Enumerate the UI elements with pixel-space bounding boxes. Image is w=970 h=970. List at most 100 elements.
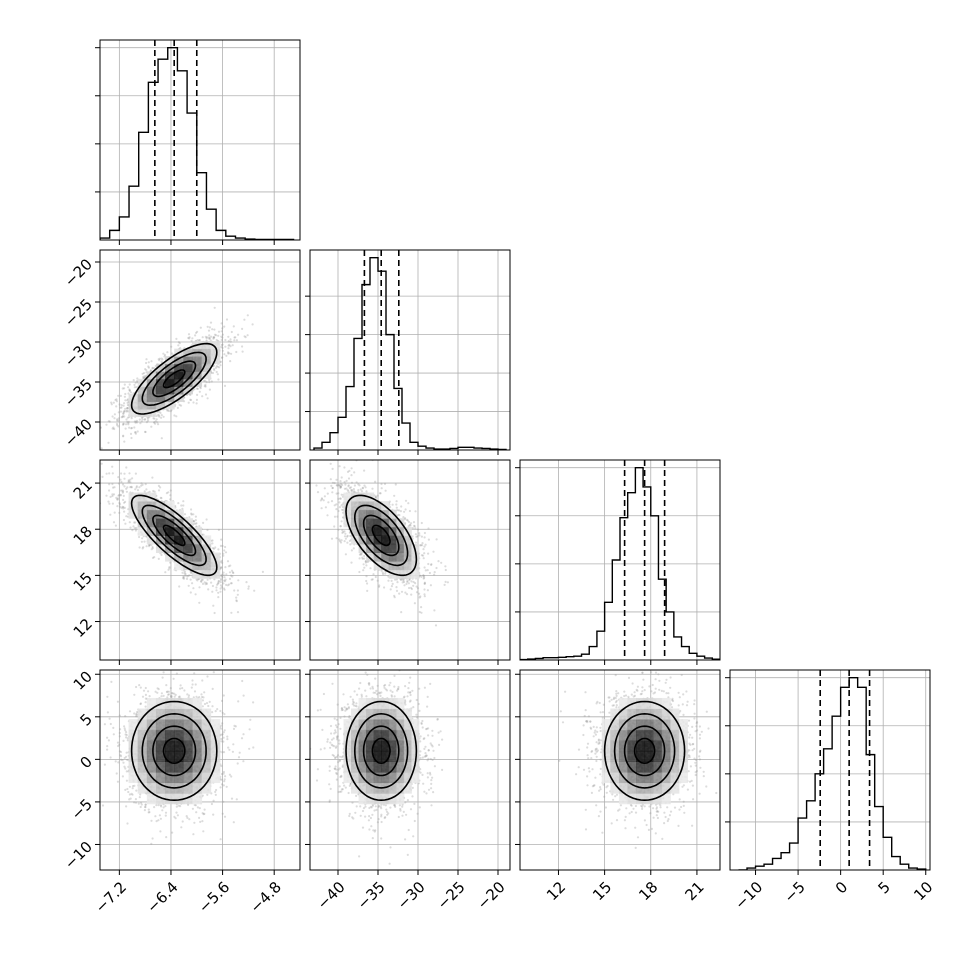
sample-point [225,583,228,587]
sample-point [233,336,236,339]
sample-point [200,578,203,582]
density-cell [137,526,148,536]
sample-point [187,584,190,587]
sample-point [145,421,148,424]
sample-point [206,325,209,328]
sample-point [189,578,192,581]
density-cell [201,561,212,571]
sample-point [130,427,133,430]
sample-point [128,472,131,475]
sample-point [227,565,230,568]
sample-point [220,335,223,338]
sample-point [129,391,133,394]
sample-point [247,585,250,588]
sample-point [201,582,205,586]
sample-point [247,587,250,590]
sample-point [204,385,207,388]
sample-point [208,337,211,340]
sample-point [224,580,227,583]
sample-point [231,571,234,574]
sample-point [216,582,219,585]
sample-point [190,512,193,515]
sample-point [169,489,172,492]
sample-point [205,337,208,340]
sample-point [122,410,125,413]
density-cell [137,408,148,418]
sample-point [142,376,145,380]
panel-0-0 [95,39,301,245]
sample-point [423,536,426,539]
sample-point [136,421,139,424]
sample-point [191,337,194,340]
sample-point [383,586,386,589]
panel-frame [309,249,511,451]
sample-point [224,578,227,581]
density-cell [183,348,193,357]
sample-point [188,336,191,339]
sample-point [215,365,218,368]
sample-point [235,350,238,354]
sample-point [133,383,136,386]
sample-point [160,497,163,500]
sample-point [395,506,398,509]
sample-point [135,526,138,530]
density-cell [155,378,166,387]
sample-point [131,529,134,532]
sample-point [195,402,198,405]
sample-point [211,539,214,542]
sample-point [105,472,108,475]
sample-point [169,498,172,501]
sample-point [237,579,240,582]
sample-point [191,582,194,585]
sample-point [127,422,130,425]
sample-point [141,418,144,421]
sample-point [119,505,122,508]
sample-point [228,352,231,355]
sample-point [153,417,156,420]
density-cell [146,518,157,528]
sample-point [111,427,114,430]
sample-point [222,571,225,574]
sample-point [110,403,113,406]
sample-point [113,511,116,514]
sample-point [134,431,137,434]
sample-point [230,611,233,614]
sample-point [183,572,186,575]
density-cell [165,386,175,395]
sample-point [225,573,228,576]
sample-point [147,361,150,364]
sample-point [180,504,183,507]
sample-point [132,379,135,382]
sample-point [199,326,202,329]
sample-point [129,481,132,484]
sample-point [213,611,216,615]
sample-point [109,495,112,498]
sample-point [121,415,124,419]
sample-point [406,580,409,584]
sample-point [135,485,138,488]
sample-point [221,356,224,359]
sample-point [235,599,238,602]
sample-point [187,401,190,404]
sample-point [120,416,123,419]
sample-point [220,322,223,325]
sample-point [190,508,193,511]
sample-point [110,401,113,404]
density-cell [183,552,193,562]
sample-point [393,594,396,597]
sample-point [212,547,216,550]
sample-point [227,347,230,350]
sample-point [116,419,119,422]
sample-point [219,590,222,593]
density-cell [137,518,148,528]
sample-point [133,521,136,524]
sample-point [230,352,233,355]
sample-point [117,419,120,422]
sample-point [125,515,128,518]
sample-point [227,351,230,354]
sample-point [160,416,163,419]
sample-point [204,335,207,338]
sample-point [344,553,347,556]
